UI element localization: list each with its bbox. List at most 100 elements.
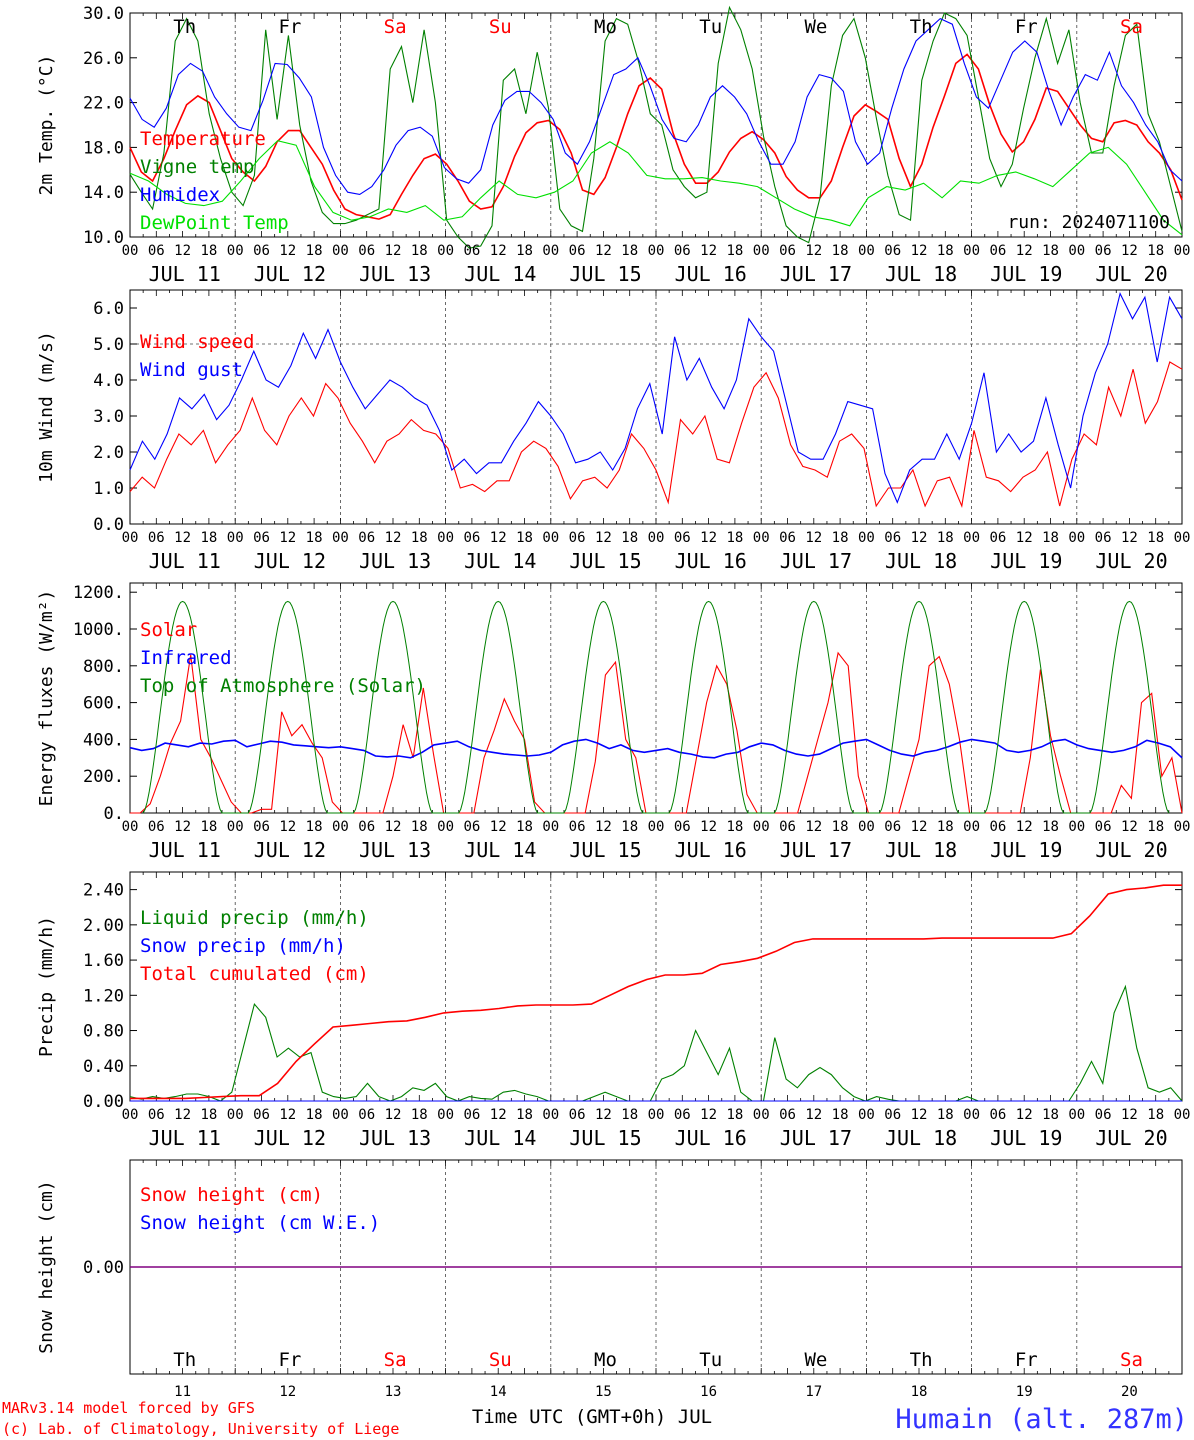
hour-tick-label: 00 (332, 1107, 349, 1123)
hour-tick-label: 18 (516, 530, 533, 546)
hour-tick-label: 06 (358, 819, 375, 835)
hour-tick-label: 00 (1068, 819, 1085, 835)
y-tick-label: 2.0 (93, 443, 124, 463)
hour-tick-label: 12 (490, 530, 507, 546)
day-label: Sa (1120, 1349, 1143, 1371)
footer-location: Humain (alt. 287m) (895, 1404, 1188, 1435)
hour-tick-label: 00 (648, 819, 665, 835)
day-label: Th (173, 1349, 196, 1371)
hour-tick-label: 00 (1068, 530, 1085, 546)
hour-tick-label: 12 (1016, 819, 1033, 835)
panel-snow: 0.00 Snow height (cm) Snow height (cm) Snow… (36, 1159, 1183, 1400)
day-number-label: 20 (1121, 1384, 1138, 1400)
hour-tick-label: 18 (726, 819, 743, 835)
hour-tick-label: 18 (726, 1107, 743, 1123)
hour-tick-label: 12 (1016, 530, 1033, 546)
hour-tick-label: 00 (858, 1107, 875, 1123)
hour-tick-label: 00 (963, 1107, 980, 1123)
day-label: Sa (384, 16, 407, 38)
hour-tick-label: 06 (674, 819, 691, 835)
date-label: JUL 16 (675, 838, 747, 862)
y-tick-label: 18.0 (83, 138, 124, 158)
series-total-cumulated-cm (130, 884, 1182, 1100)
hour-tick-label: 00 (542, 819, 559, 835)
date-label: JUL 14 (464, 838, 536, 862)
series-wind-gust (129, 292, 1183, 504)
legend-entry: Solar (140, 619, 197, 641)
day-label: Fr (278, 1349, 301, 1371)
hour-tick-label: 06 (1095, 1107, 1112, 1123)
hour-tick-label: 06 (884, 243, 901, 259)
y-axis-label: Snow height (cm) (36, 1180, 57, 1353)
date-label: JUL 14 (464, 262, 536, 286)
panel-wind: 0.0 1.0 2.0 3.0 4.0 5.0 6.0 10m Wind (m/s) Wind … (36, 289, 1190, 573)
legend-entry: Wind gust (140, 359, 243, 381)
hour-tick-label: 06 (569, 530, 586, 546)
date-label: JUL 18 (885, 1126, 957, 1150)
y-tick-label: 0.80 (83, 1022, 124, 1042)
hour-tick-label: 06 (569, 243, 586, 259)
hour-tick-label: 18 (621, 243, 638, 259)
y-tick-label: 2.00 (83, 916, 124, 936)
hour-tick-label: 00 (1174, 243, 1191, 259)
y-tick-label: 1.20 (83, 986, 124, 1006)
hour-tick-label: 00 (227, 243, 244, 259)
hour-tick-label: 18 (411, 530, 428, 546)
date-label: JUL 13 (359, 262, 431, 286)
hour-tick-label: 18 (200, 1107, 217, 1123)
hour-tick-label: 18 (1147, 1107, 1164, 1123)
hour-tick-label: 12 (805, 819, 822, 835)
hour-tick-label: 18 (621, 1107, 638, 1123)
legend-entry: Top of Atmosphere (Solar) (140, 675, 426, 697)
hour-tick-label: 18 (1147, 819, 1164, 835)
hour-tick-label: 00 (753, 243, 770, 259)
hour-tick-label: 12 (911, 530, 928, 546)
hour-tick-label: 18 (200, 819, 217, 835)
hour-tick-label: 18 (937, 819, 954, 835)
hour-tick-label: 00 (122, 1107, 139, 1123)
hour-tick-label: 06 (779, 1107, 796, 1123)
hour-tick-label: 00 (227, 1107, 244, 1123)
y-tick-label: 14.0 (83, 183, 124, 203)
y-tick-label: 1.60 (83, 951, 124, 971)
date-label: JUL 11 (149, 838, 221, 862)
hour-tick-label: 06 (463, 530, 480, 546)
hour-tick-label: 12 (279, 530, 296, 546)
day-label: Fr (278, 16, 301, 38)
date-label: JUL 17 (780, 1126, 852, 1150)
date-label: JUL 11 (149, 549, 221, 573)
y-tick-label: 22.0 (83, 94, 124, 114)
y-tick-label: 0. (104, 804, 124, 824)
hour-tick-label: 18 (411, 243, 428, 259)
hour-tick-label: 12 (385, 1107, 402, 1123)
hour-tick-label: 00 (227, 819, 244, 835)
hour-tick-label: 12 (1121, 530, 1138, 546)
hour-tick-label: 12 (911, 1107, 928, 1123)
series-infrared (129, 738, 1183, 759)
footer: MARv3.14 model forced by GFS (c) Lab. of… (2, 1399, 1188, 1438)
day-label: Tu (699, 16, 722, 38)
hour-tick-label: 18 (832, 243, 849, 259)
hour-tick-label: 06 (569, 819, 586, 835)
y-axis-label: 10m Wind (m/s) (36, 331, 57, 483)
hour-tick-label: 18 (621, 819, 638, 835)
hour-tick-label: 00 (858, 530, 875, 546)
hour-tick-label: 18 (306, 819, 323, 835)
hour-tick-label: 00 (1068, 243, 1085, 259)
hour-tick-label: 06 (253, 243, 270, 259)
hour-tick-label: 06 (1095, 530, 1112, 546)
panel-frame (129, 12, 1183, 238)
hour-tick-label: 06 (1095, 243, 1112, 259)
date-label: JUL 12 (254, 838, 326, 862)
hour-tick-label: 18 (516, 819, 533, 835)
date-label: JUL 17 (780, 549, 852, 573)
day-number-label: 14 (490, 1384, 507, 1400)
date-label: JUL 18 (885, 262, 957, 286)
y-tick-label: 800. (83, 657, 124, 677)
hour-tick-label: 06 (253, 819, 270, 835)
legend-entry: Snow height (cm W.E.) (140, 1212, 380, 1234)
hour-tick-label: 00 (648, 1107, 665, 1123)
footer-model: MARv3.14 model forced by GFS (2, 1399, 255, 1417)
hour-tick-label: 06 (358, 243, 375, 259)
